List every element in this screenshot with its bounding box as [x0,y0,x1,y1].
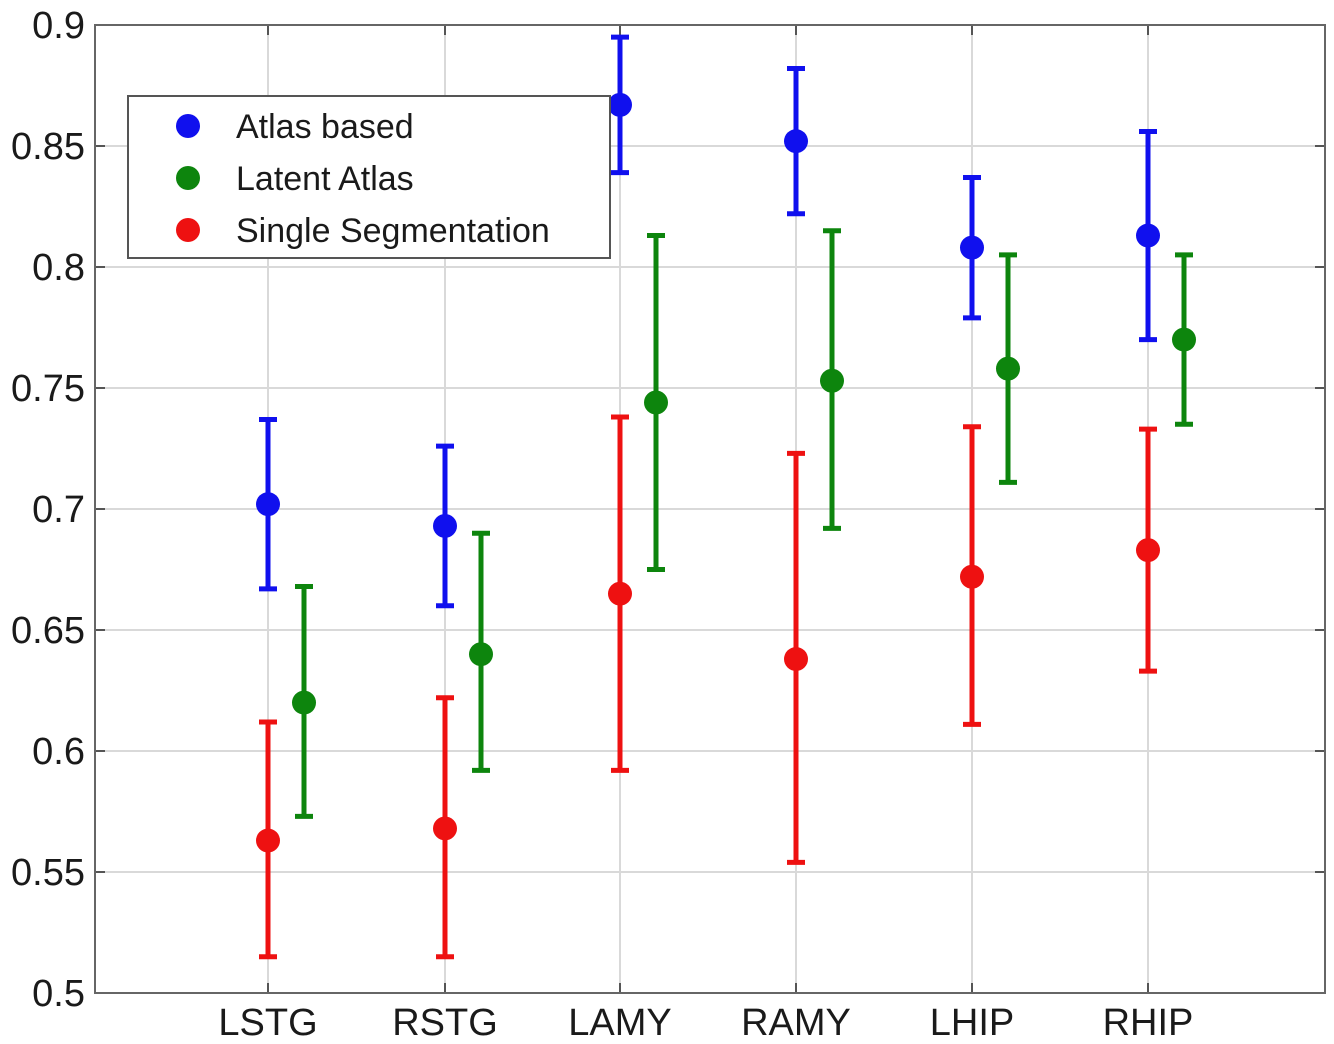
x-tick-label: LSTG [218,1002,317,1044]
legend-label: Atlas based [236,108,414,146]
legend-box [127,95,611,259]
data-point [1136,223,1160,248]
data-point [960,564,984,589]
data-point [784,647,808,672]
data-point [433,816,457,841]
x-tick-label: RAMY [741,1002,851,1044]
legend-marker [176,166,200,190]
data-point [608,581,632,606]
data-point [996,356,1020,381]
x-tick-label: RHIP [1103,1002,1194,1044]
y-tick-label: 0.75 [11,368,85,410]
data-point [644,390,668,415]
data-point [608,92,632,117]
series-atlas-based [256,34,1160,609]
y-tick-label: 0.85 [11,126,85,168]
data-point [784,129,808,154]
data-point [820,368,844,393]
data-point [960,235,984,260]
x-tick-label: LAMY [568,1002,671,1044]
y-tick-label: 0.65 [11,610,85,652]
x-tick-label: RSTG [392,1002,498,1044]
data-point [292,690,316,715]
legend-label: Latent Atlas [236,160,414,198]
plot-frame [94,24,1326,994]
series-latent-atlas [292,228,1196,819]
data-point [433,513,457,538]
y-tick-label: 0.7 [32,489,85,531]
y-tick-label: 0.5 [32,973,85,1015]
y-tick-label: 0.8 [32,247,85,289]
y-tick-label: 0.55 [11,852,85,894]
data-point [256,492,280,517]
y-tick-label: 0.9 [32,5,85,47]
data-point [1172,327,1196,352]
data-point [1136,538,1160,563]
series-single-segmentation [256,414,1160,960]
legend-label: Single Segmentation [236,212,550,250]
legend-marker [176,114,200,138]
data-point [256,828,280,853]
data-point [469,642,493,667]
x-tick-label: LHIP [930,1002,1014,1044]
y-tick-label: 0.6 [32,731,85,773]
legend-marker [176,218,200,242]
